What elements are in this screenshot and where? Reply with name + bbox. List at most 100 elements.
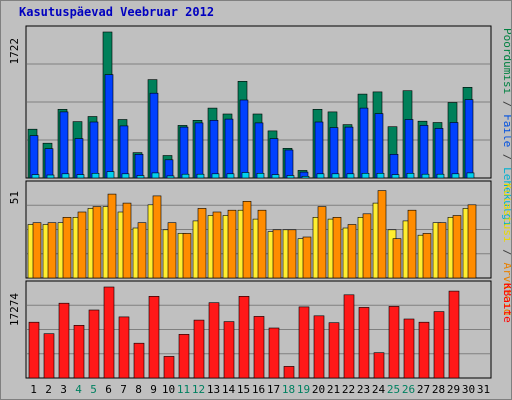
x-tick-label: 6 — [105, 383, 112, 396]
bar-kbaite — [343, 294, 355, 379]
bar-arvuteid — [77, 211, 87, 279]
bar-kbaite — [448, 290, 460, 379]
bar-kbaite — [268, 327, 280, 379]
axis-legend-part: Lehekülgi — [501, 167, 511, 227]
x-tick-label: 8 — [135, 383, 142, 396]
bar-kbaite — [298, 306, 310, 379]
bar-faile — [119, 125, 129, 179]
bar-lehek-lgi — [46, 174, 55, 179]
bar-lehek-lgi — [466, 172, 475, 179]
bar-faile — [419, 125, 429, 179]
bar-faile — [209, 120, 219, 179]
bar-faile — [314, 121, 324, 179]
bar-faile — [224, 118, 234, 179]
bar-arvuteid — [242, 201, 252, 279]
x-tick-label: 19 — [297, 383, 310, 396]
bar-kbaite — [148, 295, 160, 379]
bar-kbaite — [373, 352, 385, 379]
bar-faile — [329, 127, 339, 179]
bar-kbaite — [238, 295, 250, 379]
bar-faile — [269, 138, 279, 179]
bar-faile — [449, 122, 459, 179]
axis-legend-label: KBaite — [501, 283, 511, 323]
bar-arvuteid — [347, 224, 357, 279]
bar-faile — [239, 99, 249, 179]
x-tick-label: 25 — [387, 383, 400, 396]
x-tick-label: 18 — [282, 383, 295, 396]
bar-kbaite — [208, 302, 220, 379]
x-tick-label: 31 — [477, 383, 490, 396]
bar-arvuteid — [437, 222, 447, 279]
bar-kbaite — [193, 319, 205, 379]
x-tick-label: 16 — [252, 383, 265, 396]
max-label: 1722 — [8, 38, 21, 65]
bar-lehek-lgi — [196, 173, 205, 179]
axis-legend-part: / — [501, 94, 511, 114]
x-tick-label: 4 — [75, 383, 82, 396]
bar-faile — [149, 92, 159, 179]
bar-kbaite — [118, 316, 130, 379]
bar-lehek-lgi — [106, 171, 115, 179]
axis-legend-label: Külastusi / Arvuteid — [501, 183, 511, 315]
bar-lehek-lgi — [286, 175, 295, 179]
bar-arvuteid — [152, 195, 162, 279]
bar-kbaite — [313, 315, 325, 379]
max-label: 51 — [8, 191, 21, 204]
bar-faile — [74, 138, 84, 179]
x-tick-label: 12 — [192, 383, 205, 396]
bar-lehek-lgi — [151, 172, 160, 179]
x-tick-label: 10 — [162, 383, 175, 396]
bar-lehek-lgi — [61, 173, 70, 179]
bar-arvuteid — [92, 206, 102, 279]
bar-lehek-lgi — [271, 174, 280, 179]
bar-arvuteid — [167, 222, 177, 279]
x-tick-label: 22 — [342, 383, 355, 396]
bar-lehek-lgi — [361, 173, 370, 179]
bar-faile — [89, 121, 99, 179]
x-tick-label: 26 — [402, 383, 415, 396]
x-tick-label: 1 — [30, 383, 37, 396]
bar-faile — [254, 122, 264, 179]
bar-lehek-lgi — [436, 173, 445, 179]
bar-faile — [404, 119, 414, 179]
bar-lehek-lgi — [391, 174, 400, 179]
bar-arvuteid — [32, 222, 42, 279]
bar-arvuteid — [107, 193, 117, 279]
bar-lehek-lgi — [451, 173, 460, 179]
x-tick-label: 11 — [177, 383, 190, 396]
bar-faile — [44, 148, 54, 179]
axis-legend-part: Pöördumisi — [501, 28, 511, 94]
bar-faile — [104, 74, 114, 179]
x-tick-label: 30 — [462, 383, 475, 396]
bar-arvuteid — [332, 217, 342, 279]
axis-legend-part: Külastusi — [501, 183, 511, 243]
bar-arvuteid — [317, 206, 327, 279]
bar-kbaite — [43, 333, 55, 379]
bar-kbaite — [388, 306, 400, 379]
bar-lehek-lgi — [181, 173, 190, 179]
x-tick-label: 29 — [447, 383, 460, 396]
bar-lehek-lgi — [331, 173, 340, 179]
bar-kbaite — [58, 302, 70, 379]
bar-lehek-lgi — [256, 173, 265, 179]
bar-faile — [374, 113, 384, 179]
bar-arvuteid — [407, 209, 417, 279]
bar-lehek-lgi — [421, 173, 430, 179]
bar-lehek-lgi — [241, 172, 250, 179]
bar-arvuteid — [467, 204, 477, 279]
bar-arvuteid — [47, 222, 57, 279]
bar-arvuteid — [302, 236, 312, 279]
x-tick-label: 3 — [60, 383, 67, 396]
bar-kbaite — [88, 309, 100, 379]
bar-faile — [434, 128, 444, 179]
bar-kbaite — [433, 311, 445, 379]
x-tick-label: 24 — [372, 383, 386, 396]
bar-lehek-lgi — [31, 174, 40, 179]
bar-lehek-lgi — [166, 175, 175, 179]
bar-faile — [284, 149, 294, 179]
bar-arvuteid — [182, 233, 192, 279]
max-label: 17274 — [8, 293, 21, 326]
bar-arvuteid — [137, 222, 147, 279]
